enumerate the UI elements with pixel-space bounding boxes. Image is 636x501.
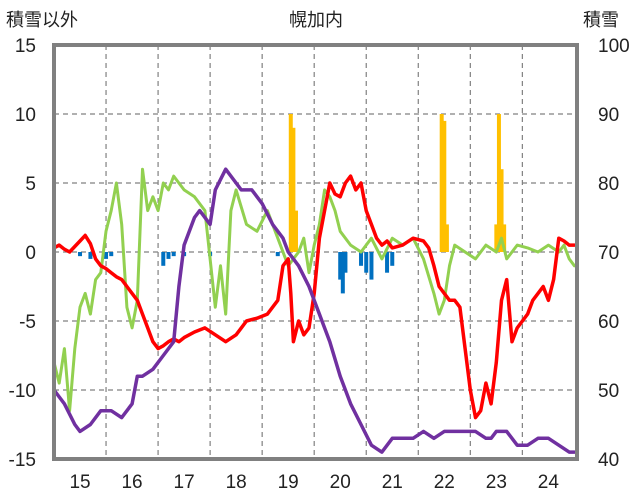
bar [502, 224, 507, 252]
y-tick-right: 50 [598, 381, 619, 402]
bar [166, 252, 171, 259]
x-tick: 20 [330, 472, 351, 493]
bar [359, 252, 364, 266]
bar [275, 252, 280, 257]
plot-frame [52, 43, 579, 461]
line-series [52, 167, 577, 454]
bar [499, 169, 504, 252]
bar [439, 114, 444, 252]
bar [340, 252, 345, 294]
bar [385, 252, 390, 273]
y-tick-left: 0 [25, 243, 36, 264]
y-tick-left: 10 [15, 105, 36, 126]
right-axis-label: 積雪 [583, 10, 619, 31]
bar [338, 252, 343, 280]
x-tick: 15 [69, 472, 90, 493]
x-tick: 21 [382, 472, 403, 493]
bar [291, 127, 296, 252]
bar [369, 252, 374, 280]
x-tick: 24 [538, 472, 560, 493]
x-tick: 23 [486, 472, 507, 493]
bar [288, 114, 293, 252]
bar [161, 252, 166, 266]
left-axis-label: 積雪以外 [6, 10, 78, 31]
bar [390, 252, 395, 266]
x-tick: 16 [121, 472, 142, 493]
bar [109, 252, 114, 257]
y-tick-left: 15 [15, 36, 36, 57]
y-tick-right: 70 [598, 243, 619, 264]
bar [442, 120, 447, 253]
x-tick: 18 [226, 472, 247, 493]
y-tick-left: -5 [19, 312, 36, 333]
x-tick: 22 [434, 472, 455, 493]
x-tick: 17 [174, 472, 195, 493]
bar [364, 252, 369, 273]
y-tick-right: 80 [598, 174, 619, 195]
bar [78, 252, 83, 257]
y-tick-right: 60 [598, 312, 619, 333]
y-tick-right: 90 [598, 105, 619, 126]
y-tick-right: 100 [598, 36, 630, 57]
bar [104, 252, 109, 259]
bar [171, 252, 176, 257]
bar [88, 252, 93, 259]
y-tick-left: 5 [25, 174, 36, 195]
bar [494, 224, 499, 252]
bar [293, 210, 298, 252]
chart-title: 幌加内 [289, 10, 343, 31]
bar [496, 114, 501, 252]
x-tick: 19 [278, 472, 299, 493]
bar [343, 252, 348, 273]
bar [444, 224, 449, 252]
series-line [52, 174, 577, 420]
y-tick-left: -10 [9, 381, 36, 402]
y-tick-right: 40 [598, 450, 619, 471]
series-line [52, 167, 577, 454]
y-tick-left: -15 [9, 450, 36, 471]
